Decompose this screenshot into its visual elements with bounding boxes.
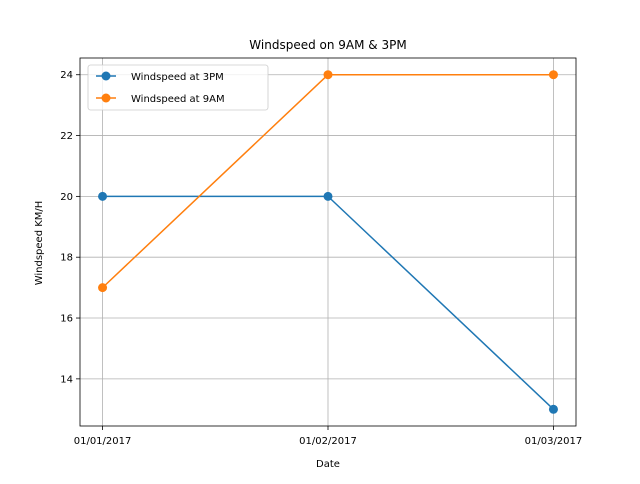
legend: Windspeed at 3PM Windspeed at 9AM [87,64,269,111]
data-point [548,70,558,80]
data-point [323,191,333,201]
legend-box [87,64,269,111]
data-point [98,191,108,201]
y-tick-label: 22 [60,131,73,142]
y-tick-label: 24 [60,70,73,81]
x-tick-label: 01/01/2017 [74,436,132,447]
y-tick-label: 20 [60,192,73,203]
x-tick-label: 01/02/2017 [299,436,357,447]
series-layer [98,70,558,414]
legend-item: Windspeed at 9AM [96,93,225,105]
chart-title: Windspeed on 9AM & 3PM [249,38,406,52]
legend-marker [101,93,111,103]
data-point [323,70,333,80]
plot-area [79,57,577,427]
y-axis-ticks: 14 16 18 20 22 24 [60,70,80,385]
x-axis-label: Date [316,459,340,470]
legend-label: Windspeed at 3PM [131,72,224,83]
y-tick-label: 18 [60,253,73,264]
legend-marker [101,71,111,81]
y-axis-label: Windspeed KM/H [34,201,45,286]
y-tick-label: 14 [60,374,73,385]
legend-item: Windspeed at 3PM [96,71,224,83]
legend-label: Windspeed at 9AM [131,94,225,105]
data-point [548,404,558,414]
series-1 [98,70,558,293]
series-0 [98,191,558,414]
data-point [98,283,108,293]
x-axis-ticks: 01/01/2017 01/02/2017 01/03/2017 [74,426,583,447]
y-tick-label: 16 [60,314,73,325]
x-tick-label: 01/03/2017 [525,436,583,447]
